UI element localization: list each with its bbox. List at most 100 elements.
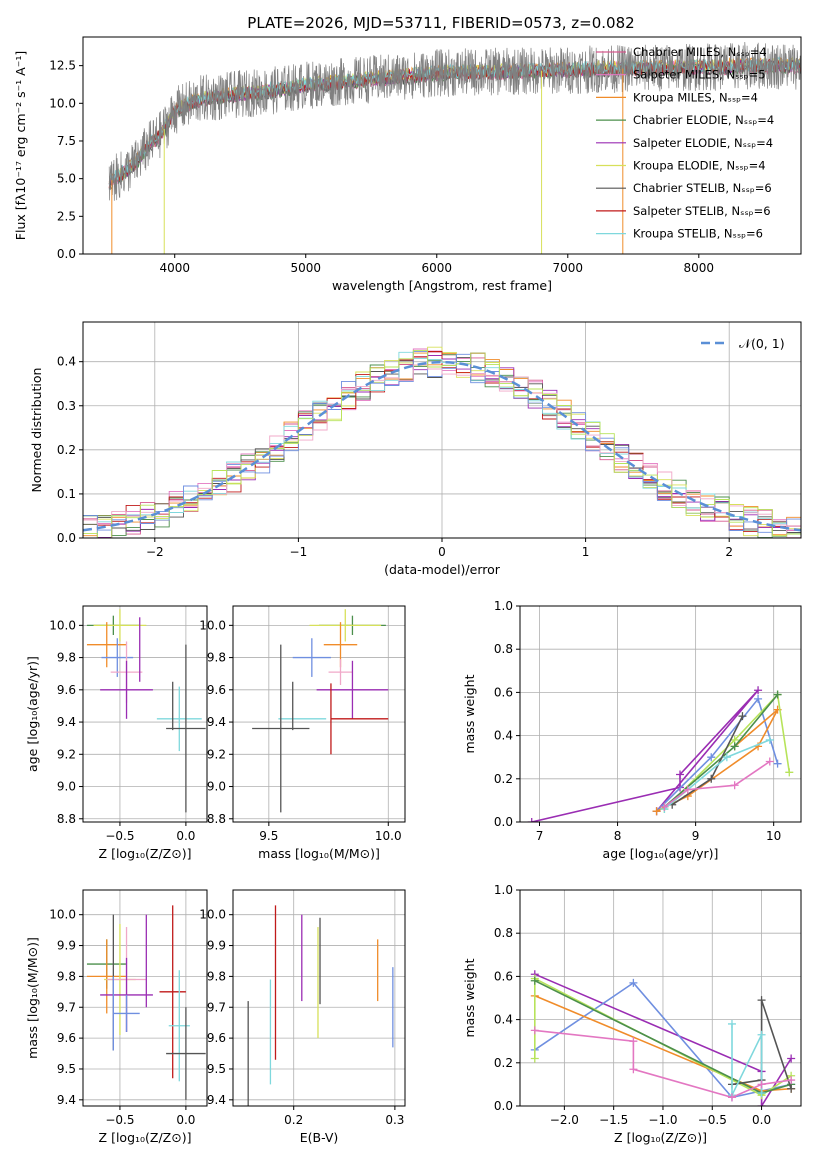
y-axis-label: Normed distribution xyxy=(29,368,44,493)
mass-weight-marker xyxy=(787,1054,796,1063)
legend-entry: Chabrier MILES, Nₛₛₚ=4 xyxy=(633,45,767,59)
mass-weight-marker xyxy=(530,1026,539,1035)
y-tick-label: 0.6 xyxy=(494,969,513,983)
observed-spectrum-line xyxy=(108,41,801,201)
mass-weight-marker xyxy=(727,1019,736,1028)
y-tick-label: 9.5 xyxy=(207,1062,226,1076)
plot-frame xyxy=(519,889,802,1107)
mass-weight-marker xyxy=(629,1065,638,1074)
x-tick-label: −1 xyxy=(290,545,308,559)
mass-weight-marker xyxy=(530,1054,539,1063)
chart-mass-vs-EBV: 0.2 0.3 9.4 9.5 9.6 9.7 9.8 9.9 10.0 E(B-V) xyxy=(199,889,406,1145)
plot-frame xyxy=(519,605,802,823)
plot-frame xyxy=(82,605,208,823)
y-tick-label: 9.6 xyxy=(207,1031,226,1045)
x-axis-label: Z [log₁₀(Z/Z⊙)] xyxy=(99,846,192,861)
y-tick-label: 9.2 xyxy=(207,747,226,761)
x-tick-label: 0.0 xyxy=(176,829,195,843)
y-tick-label: 0.0 xyxy=(57,531,76,545)
mass-weight-marker xyxy=(765,757,774,766)
plot-area xyxy=(86,905,206,1100)
mass-weight-marker xyxy=(754,686,763,695)
plot-frame xyxy=(232,605,406,823)
legend-entry: 𝒩(0, 1) xyxy=(739,336,785,351)
y-tick-label: 9.6 xyxy=(57,1031,76,1045)
mass-weight-marker xyxy=(787,1076,796,1085)
x-tick-label: 0.2 xyxy=(284,1113,303,1127)
y-tick-label: 9.5 xyxy=(57,1062,76,1076)
y-axis-label: mass [log₁₀(M/M⊙)] xyxy=(25,937,40,1059)
legend-entry: Salpeter ELODIE, Nₛₛₚ=4 xyxy=(633,136,773,150)
mass-weight-marker xyxy=(757,1080,766,1089)
mass-weight-marker xyxy=(765,735,774,744)
y-tick-label: 9.4 xyxy=(207,1093,226,1107)
x-tick-label: 0.3 xyxy=(385,1113,404,1127)
y-tick-label: 9.4 xyxy=(57,1093,76,1107)
y-tick-label: 9.4 xyxy=(57,715,76,729)
mass-weight-marker xyxy=(738,712,747,721)
legend-entry: Kroupa STELIB, Nₛₛₚ=6 xyxy=(633,227,763,241)
mass-weight-line xyxy=(534,1029,792,1099)
mass-weight-marker xyxy=(757,1030,766,1039)
y-tick-label: 9.0 xyxy=(207,780,226,794)
mass-weight-marker xyxy=(757,1089,766,1098)
y-tick-label: 0.2 xyxy=(494,772,513,786)
y-tick-label: 9.6 xyxy=(207,683,226,697)
y-tick-label: 0.8 xyxy=(494,642,513,656)
x-tick-label: 10.0 xyxy=(375,829,402,843)
plot-frame xyxy=(82,36,802,255)
legend-entry: Chabrier ELODIE, Nₛₛₚ=4 xyxy=(633,113,774,127)
x-tick-label: 9 xyxy=(692,829,700,843)
mass-weight-marker xyxy=(629,1037,638,1046)
x-tick-label: 9.5 xyxy=(259,829,278,843)
plot-area xyxy=(252,609,389,813)
x-tick-label: −2.0 xyxy=(550,1113,579,1127)
y-tick-label: 1.0 xyxy=(494,599,513,613)
x-axis-label: Z [log₁₀(Z/Z⊙)] xyxy=(99,1130,192,1145)
chart-spectrum: 4000 5000 6000 7000 8000 0.0 2.5 5.0 7.5 10.0 12.5… xyxy=(13,36,802,293)
plot-frame xyxy=(82,889,208,1107)
mass-weight-marker xyxy=(660,802,669,811)
x-tick-label: 0.0 xyxy=(176,1113,195,1127)
y-tick-label: 0.2 xyxy=(57,443,76,457)
y-axis-label: Flux [fλ10⁻¹⁷ erg cm⁻² s⁻¹ A⁻¹] xyxy=(13,51,28,240)
y-tick-label: 2.5 xyxy=(57,209,76,223)
y-tick-label: 0.1 xyxy=(57,487,76,501)
y-tick-label: 9.8 xyxy=(207,651,226,665)
mass-weight-marker xyxy=(785,768,794,777)
chart-age-vs-Z: −0.5 0.0 8.8 9.0 9.2 9.4 9.6 9.8 10.0 Z [log₁₀(Z/… xyxy=(25,605,208,861)
y-tick-label: 9.8 xyxy=(207,969,226,983)
mass-weight-marker xyxy=(754,694,763,703)
x-tick-label: 8000 xyxy=(684,261,715,275)
y-tick-label: 10.0 xyxy=(49,908,76,922)
y-tick-label: 10.0 xyxy=(199,908,226,922)
y-tick-label: 9.8 xyxy=(57,969,76,983)
x-tick-label: 7000 xyxy=(553,261,584,275)
y-tick-label: 0.0 xyxy=(57,247,76,261)
x-axis-label: E(B-V) xyxy=(300,1130,339,1145)
mass-weight-marker xyxy=(527,818,536,822)
mass-weight-marker xyxy=(773,759,782,768)
mass-weight-marker xyxy=(773,690,782,699)
y-tick-label: 9.9 xyxy=(207,939,226,953)
residual-histogram xyxy=(83,349,801,538)
y-tick-label: 9.0 xyxy=(57,780,76,794)
y-tick-label: 0.0 xyxy=(494,1099,513,1113)
x-tick-label: −1.0 xyxy=(648,1113,677,1127)
x-tick-label: 8 xyxy=(614,829,622,843)
y-tick-label: 9.6 xyxy=(57,683,76,697)
y-tick-label: 9.4 xyxy=(207,715,226,729)
mass-weight-marker xyxy=(757,996,766,1005)
mass-weight-marker xyxy=(629,978,638,987)
mass-weight-marker xyxy=(652,807,661,816)
x-tick-label: −0.5 xyxy=(698,1113,727,1127)
x-tick-label: 2 xyxy=(725,545,733,559)
mass-weight-marker xyxy=(683,785,692,794)
plot-area xyxy=(108,41,801,254)
figure-title: PLATE=2026, MJD=53711, FIBERID=0573, z=0… xyxy=(247,14,634,32)
x-axis-label: Z [log₁₀(Z/Z⊙)] xyxy=(614,1130,707,1145)
y-tick-label: 5.0 xyxy=(57,172,76,186)
y-axis-label: mass weight xyxy=(462,674,477,753)
x-axis-label: age [log₁₀(age/yr)] xyxy=(603,846,719,861)
